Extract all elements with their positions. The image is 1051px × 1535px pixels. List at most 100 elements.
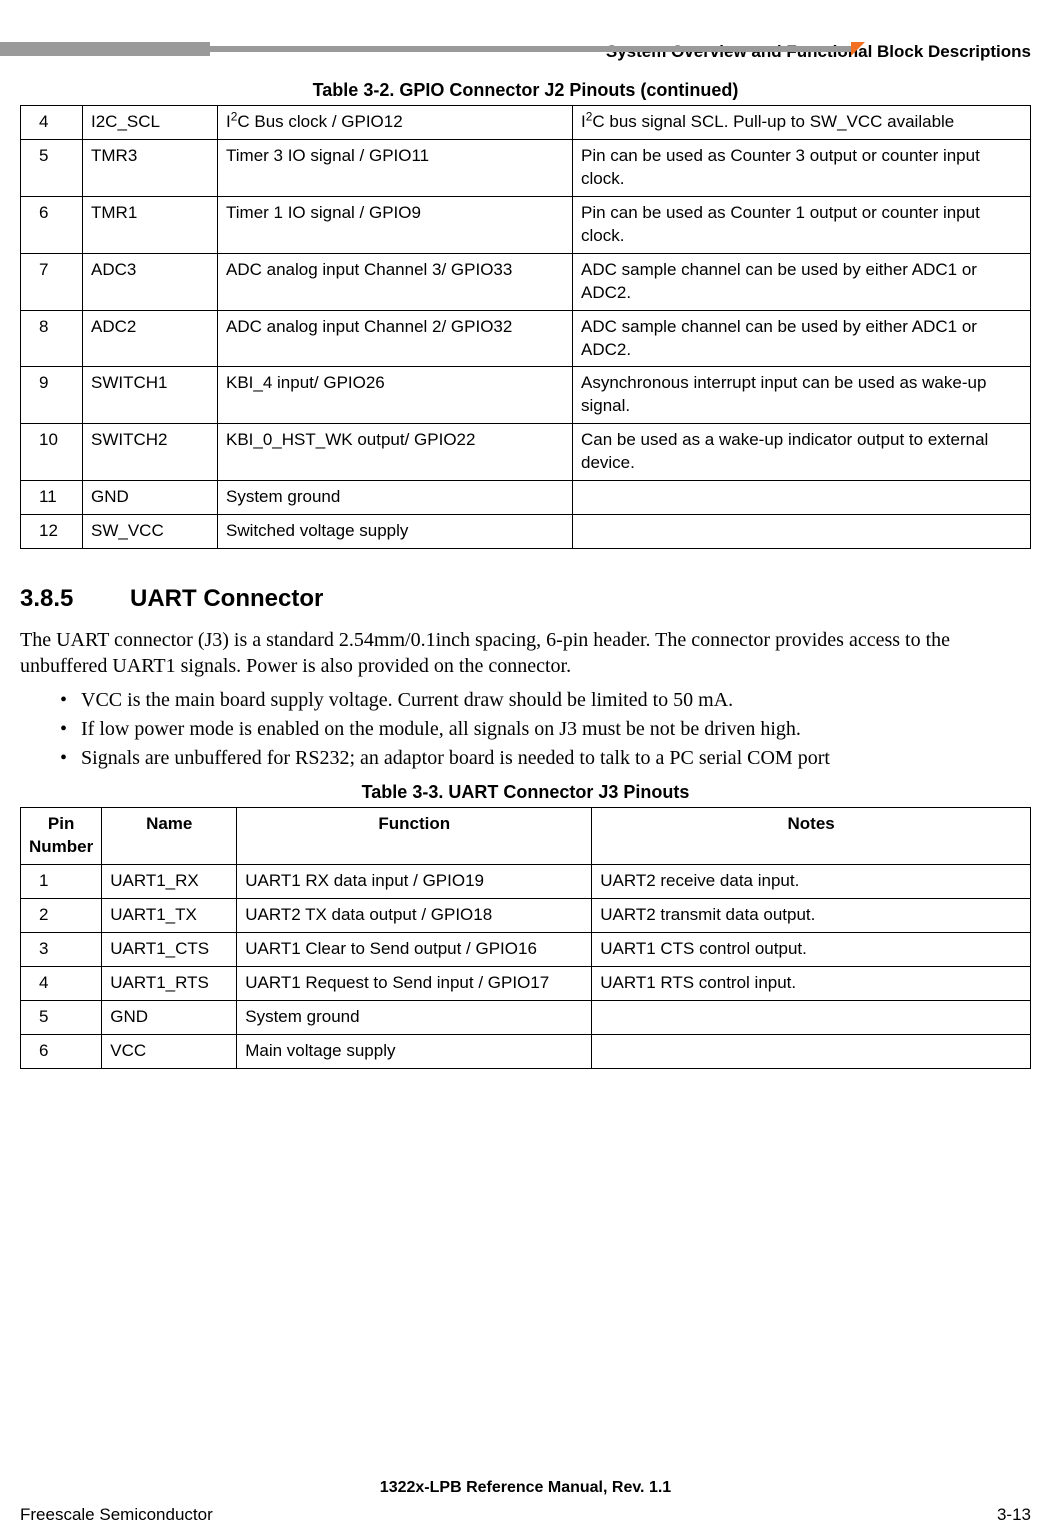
footer-page-number: 3-13 <box>997 1505 1031 1525</box>
table-row: 6TMR1Timer 1 IO signal / GPIO9Pin can be… <box>21 196 1031 253</box>
cell-notes <box>592 1034 1031 1068</box>
cell-notes: Can be used as a wake-up indicator outpu… <box>573 424 1031 481</box>
cell-notes: I2C bus signal SCL. Pull-up to SW_VCC av… <box>573 106 1031 140</box>
cell-pin: 11 <box>21 481 83 515</box>
page-footer: 1322x-LPB Reference Manual, Rev. 1.1 Fre… <box>20 1479 1031 1525</box>
cell-pin: 10 <box>21 424 83 481</box>
cell-notes: ADC sample channel can be used by either… <box>573 310 1031 367</box>
cell-function: UART2 TX data output / GPIO18 <box>237 898 592 932</box>
table-row: 5TMR3Timer 3 IO signal / GPIO11Pin can b… <box>21 139 1031 196</box>
cell-notes: Pin can be used as Counter 3 output or c… <box>573 139 1031 196</box>
cell-function: UART1 RX data input / GPIO19 <box>237 864 592 898</box>
cell-pin: 12 <box>21 515 83 549</box>
cell-pin: 6 <box>21 196 83 253</box>
cell-notes: UART1 RTS control input. <box>592 966 1031 1000</box>
section-heading: 3.8.5UART Connector <box>20 585 1031 613</box>
cell-pin: 6 <box>21 1034 102 1068</box>
cell-notes <box>573 481 1031 515</box>
th-func: Function <box>237 808 592 865</box>
cell-function: System ground <box>218 481 573 515</box>
cell-name: GND <box>102 1000 237 1034</box>
table-row: 11GNDSystem ground <box>21 481 1031 515</box>
section-title: UART Connector <box>130 585 323 612</box>
cell-function: I2C Bus clock / GPIO12 <box>218 106 573 140</box>
section-paragraph: The UART connector (J3) is a standard 2.… <box>20 627 1031 679</box>
gpio-pinout-table: 4I2C_SCLI2C Bus clock / GPIO12I2C bus si… <box>20 105 1031 549</box>
cell-function: UART1 Clear to Send output / GPIO16 <box>237 932 592 966</box>
cell-pin: 4 <box>21 106 83 140</box>
cell-name: UART1_RTS <box>102 966 237 1000</box>
cell-name: SW_VCC <box>83 515 218 549</box>
decor-bar-left <box>0 42 210 56</box>
cell-name: UART1_RX <box>102 864 237 898</box>
cell-pin: 4 <box>21 966 102 1000</box>
cell-notes: UART2 transmit data output. <box>592 898 1031 932</box>
table-row: 8ADC2ADC analog input Channel 2/ GPIO32A… <box>21 310 1031 367</box>
table-row: 2UART1_TXUART2 TX data output / GPIO18UA… <box>21 898 1031 932</box>
uart-pinout-table: Pin Number Name Function Notes 1UART1_RX… <box>20 807 1031 1069</box>
cell-notes: Pin can be used as Counter 1 output or c… <box>573 196 1031 253</box>
cell-pin: 9 <box>21 367 83 424</box>
cell-pin: 1 <box>21 864 102 898</box>
cell-name: I2C_SCL <box>83 106 218 140</box>
cell-notes: ADC sample channel can be used by either… <box>573 253 1031 310</box>
cell-name: TMR3 <box>83 139 218 196</box>
table-row: 10SWITCH2KBI_0_HST_WK output/ GPIO22Can … <box>21 424 1031 481</box>
cell-function: Timer 3 IO signal / GPIO11 <box>218 139 573 196</box>
table-row: 4UART1_RTSUART1 Request to Send input / … <box>21 966 1031 1000</box>
footer-vendor: Freescale Semiconductor <box>20 1505 213 1525</box>
cell-pin: 7 <box>21 253 83 310</box>
cell-function: Switched voltage supply <box>218 515 573 549</box>
table-row: 7ADC3ADC analog input Channel 3/ GPIO33A… <box>21 253 1031 310</box>
table-row: 6VCCMain voltage supply <box>21 1034 1031 1068</box>
cell-notes: Asynchronous interrupt input can be used… <box>573 367 1031 424</box>
cell-notes: UART1 CTS control output. <box>592 932 1031 966</box>
table-row: 12SW_VCCSwitched voltage supply <box>21 515 1031 549</box>
cell-name: GND <box>83 481 218 515</box>
cell-name: TMR1 <box>83 196 218 253</box>
decor-stripe <box>208 46 853 52</box>
table-row: 9SWITCH1KBI_4 input/ GPIO26Asynchronous … <box>21 367 1031 424</box>
table-row: 4I2C_SCLI2C Bus clock / GPIO12I2C bus si… <box>21 106 1031 140</box>
cell-notes <box>592 1000 1031 1034</box>
cell-function: Timer 1 IO signal / GPIO9 <box>218 196 573 253</box>
cell-pin: 2 <box>21 898 102 932</box>
cell-notes <box>573 515 1031 549</box>
cell-pin: 8 <box>21 310 83 367</box>
table1-caption: Table 3-2. GPIO Connector J2 Pinouts (co… <box>20 80 1031 101</box>
th-pin: Pin Number <box>21 808 102 865</box>
cell-name: VCC <box>102 1034 237 1068</box>
cell-name: SWITCH2 <box>83 424 218 481</box>
list-item: If low power mode is enabled on the modu… <box>60 716 1031 743</box>
cell-function: UART1 Request to Send input / GPIO17 <box>237 966 592 1000</box>
list-item: Signals are unbuffered for RS232; an ada… <box>60 745 1031 772</box>
list-item: VCC is the main board supply voltage. Cu… <box>60 687 1031 714</box>
cell-name: SWITCH1 <box>83 367 218 424</box>
cell-function: Main voltage supply <box>237 1034 592 1068</box>
footer-doc-title: 1322x-LPB Reference Manual, Rev. 1.1 <box>20 1479 1031 1497</box>
cell-function: ADC analog input Channel 3/ GPIO33 <box>218 253 573 310</box>
cell-name: UART1_CTS <box>102 932 237 966</box>
table-row: 5GNDSystem ground <box>21 1000 1031 1034</box>
table-header-row: Pin Number Name Function Notes <box>21 808 1031 865</box>
cell-notes: UART2 receive data input. <box>592 864 1031 898</box>
bullet-list: VCC is the main board supply voltage. Cu… <box>20 687 1031 772</box>
cell-function: KBI_0_HST_WK output/ GPIO22 <box>218 424 573 481</box>
decor-accent <box>851 42 865 56</box>
cell-name: ADC2 <box>83 310 218 367</box>
cell-function: ADC analog input Channel 2/ GPIO32 <box>218 310 573 367</box>
table-row: 3UART1_CTSUART1 Clear to Send output / G… <box>21 932 1031 966</box>
cell-function: KBI_4 input/ GPIO26 <box>218 367 573 424</box>
page: System Overview and Functional Block Des… <box>0 42 1051 1535</box>
cell-pin: 5 <box>21 1000 102 1034</box>
cell-pin: 5 <box>21 139 83 196</box>
cell-name: ADC3 <box>83 253 218 310</box>
table-row: 1UART1_RXUART1 RX data input / GPIO19UAR… <box>21 864 1031 898</box>
table2-caption: Table 3-3. UART Connector J3 Pinouts <box>20 782 1031 803</box>
section-number: 3.8.5 <box>20 585 130 613</box>
th-name: Name <box>102 808 237 865</box>
cell-pin: 3 <box>21 932 102 966</box>
th-notes: Notes <box>592 808 1031 865</box>
cell-function: System ground <box>237 1000 592 1034</box>
cell-name: UART1_TX <box>102 898 237 932</box>
